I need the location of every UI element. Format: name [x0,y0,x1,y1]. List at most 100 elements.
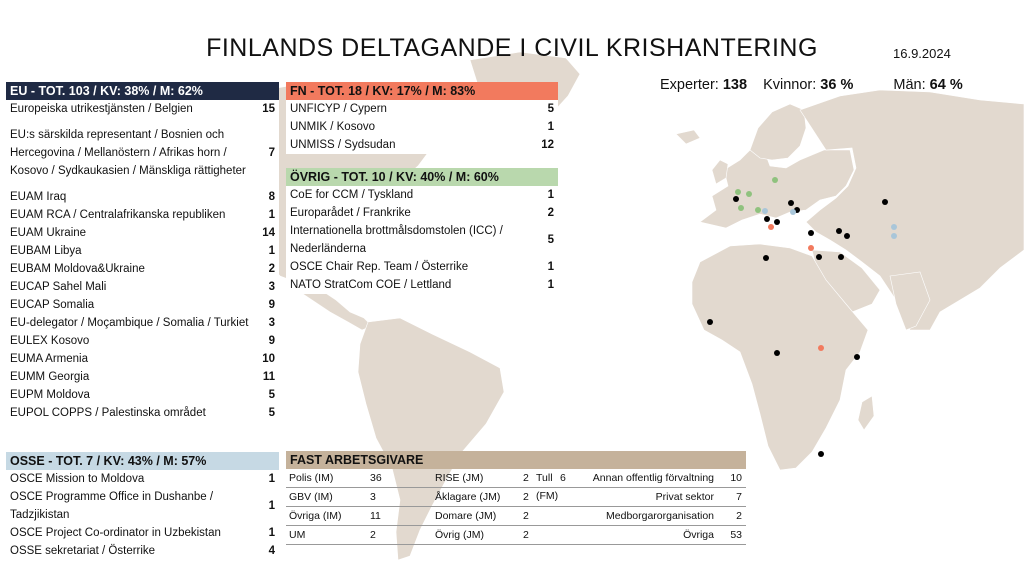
employer-value: 6 [560,472,566,484]
map-marker [768,224,774,230]
list-item: EUMM Georgia 11 [6,368,279,386]
list-item: EUAM RCA / Centralafrikanska republiken 1 [6,206,279,224]
employer-label: Övriga (IM) [289,510,342,522]
item-value: 5 [547,234,554,246]
map-marker [707,319,713,325]
item-label: EUAM Iraq [10,191,67,203]
africa-landmass [691,243,869,471]
page-title: FINLANDS DELTAGANDE I CIVIL KRISHANTERIN… [206,34,818,62]
map-marker [755,207,761,213]
employer-cell: Övrig (JM) 2 [432,526,574,545]
item-value: 11 [262,371,275,383]
employer-value: 2 [523,510,529,522]
employer-value: 10 [730,472,742,484]
item-label: UNMISS / Sydsudan [290,139,396,151]
list-item: EUAM Iraq 8 [6,188,279,206]
item-value: 8 [268,191,275,203]
list-item: EU-delegator / Moçambique / Somalia / Tu… [6,314,279,332]
employer-value: 36 [370,472,382,484]
item-label: EUBAM Libya [10,245,82,257]
map-marker [891,233,897,239]
experts-value: 138 [722,77,748,93]
item-label: EUAM RCA / Centralafrikanska republiken [10,209,226,221]
item-label: EUPM Moldova [10,389,90,401]
employer-label: GBV (IM) [289,491,333,503]
map-marker [790,209,796,215]
item-value: 3 [268,317,275,329]
list-item: EUMA Armenia 10 [6,350,279,368]
list-item: Internationella brottmålsdomstolen (ICC)… [286,222,558,258]
india-landmass [889,271,931,331]
item-value: 3 [268,281,275,293]
item-label: EUMA Armenia [10,353,88,365]
fn-panel: FN - TOT. 18 / KV: 17% / M: 83% UNFICYP … [286,82,558,154]
item-label: UNFICYP / Cypern [290,103,387,115]
list-item: EUCAP Somalia 9 [6,296,279,314]
item-label: NATO StratCom COE / Lettland [290,279,452,291]
employer-label: Domare (JM) [435,510,497,522]
map-marker [774,219,780,225]
employer-cell: Medborgarorganisation 2 [574,507,746,526]
employer-cell: Privat sektor 7 [574,488,746,507]
item-value: 1 [547,121,554,133]
men-value: 64 % [929,77,963,93]
list-item: CoE for CCM / Tyskland 1 [286,186,558,204]
women-label: Kvinnor: [763,77,817,93]
list-item: EUCAP Sahel Mali 3 [6,278,279,296]
map-marker [788,200,794,206]
report-date: 16.9.2024 [893,46,951,61]
item-label: OSCE Project Co-ordinator in Uzbekistan [10,527,221,539]
employer-cell: Annan offentlig förvaltning 10 [574,469,746,488]
item-value: 1 [547,279,554,291]
uk-landmass [711,159,729,185]
list-item: EUBAM Moldova&Ukraine 2 [6,260,279,278]
item-value: 2 [547,207,554,219]
eu-panel: EU - TOT. 103 / KV: 38% / M: 62% Europei… [6,82,279,422]
item-value: 1 [268,500,275,512]
item-label: Europeiska utrikestjänsten / Belgien [10,103,193,115]
map-marker [763,255,769,261]
employer-value: 3 [370,491,376,503]
fn-header: FN - TOT. 18 / KV: 17% / M: 83% [286,82,558,100]
employer-cell: UM 2 [286,526,432,545]
item-value: 9 [268,335,275,347]
employer-value: 2 [523,529,529,541]
item-value: 9 [268,299,275,311]
fast-header: FAST ARBETSGIVARE [286,451,746,469]
employer-value: 2 [370,529,376,541]
item-value: 2 [268,263,275,275]
item-label: Europarådet / Frankrike [290,207,411,219]
item-label: OSCE Programme Office in Dushanbe / Tadz… [10,491,214,521]
item-value: 5 [268,407,275,419]
employer-label: UM [289,529,306,541]
item-value: 1 [547,189,554,201]
map-marker [794,207,800,213]
item-value: 7 [268,147,275,159]
list-item: UNMISS / Sydsudan 12 [286,136,558,154]
item-label: EUAM Ukraine [10,227,87,239]
list-item: EU:s särskilda representant / Bosnien oc… [6,126,279,180]
item-value: 14 [262,227,275,239]
map-marker [818,345,824,351]
list-item: NATO StratCom COE / Lettland 1 [286,276,558,294]
item-label: EULEX Kosovo [10,335,90,347]
list-item: EUPOL COPPS / Palestinska området 5 [6,404,279,422]
eu-header: EU - TOT. 103 / KV: 38% / M: 62% [6,82,279,100]
employer-value: 2 [736,510,742,522]
list-item: EUPM Moldova 5 [6,386,279,404]
list-item: OSSE sekretariat / Österrike 4 [6,542,279,560]
ovrig-panel: ÖVRIG - TOT. 10 / KV: 40% / M: 60% CoE f… [286,168,558,294]
madagascar-landmass [857,395,875,431]
list-item: OSCE Mission to Moldova 1 [6,470,279,488]
map-marker [764,216,770,222]
item-value: 10 [262,353,275,365]
list-item: Europeiska utrikestjänsten / Belgien 15 [6,100,279,118]
employer-value: 53 [730,529,742,541]
employer-cell: RISE (JM) 2 Tull (FM) 6 [432,469,574,502]
employer-label: Övrig (JM) [435,529,484,541]
map-marker [882,199,888,205]
osse-panel: OSSE - TOT. 7 / KV: 43% / M: 57% OSCE Mi… [6,452,279,560]
item-label: EUCAP Sahel Mali [10,281,107,293]
list-item: Europarådet / Frankrike 2 [286,204,558,222]
item-value: 12 [541,139,554,151]
